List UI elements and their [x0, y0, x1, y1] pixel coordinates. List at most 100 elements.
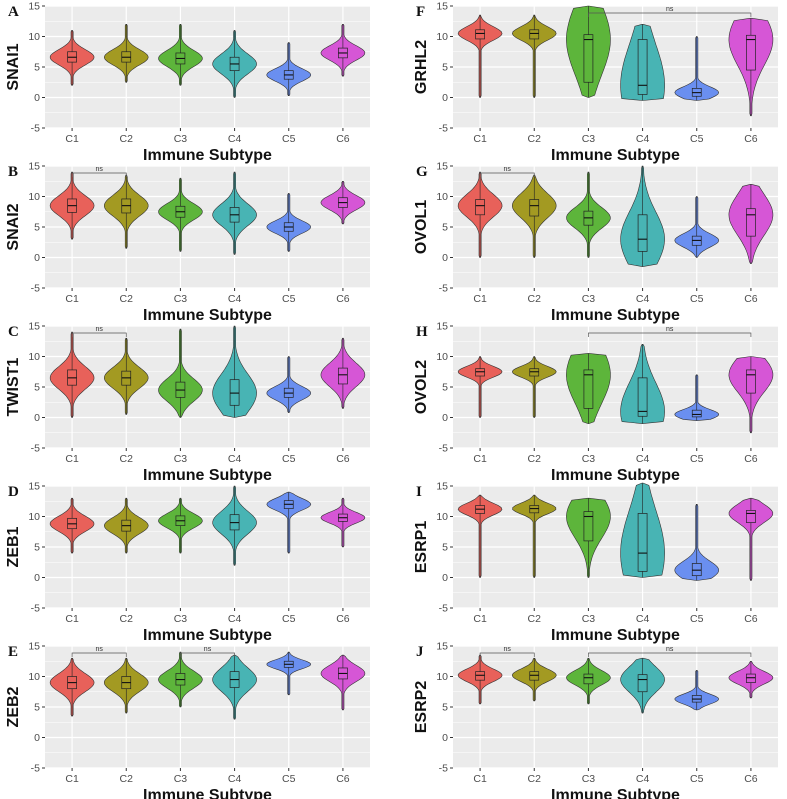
significance-bracket: [71, 652, 127, 657]
box-C3: [583, 34, 594, 83]
significance-label: ns: [666, 646, 674, 653]
significance-bracket: [71, 332, 127, 337]
panel-H: -5 0 5 10 15 C1 C2 C3 C4 C5 C6 ns H OVOL2 Immune Subty…: [413, 321, 778, 484]
y-axis-title: ZEB1: [5, 526, 22, 567]
x-tick-label: C1: [473, 613, 487, 625]
x-tick-label: C1: [473, 453, 487, 465]
x-tick-label: C1: [473, 773, 487, 785]
y-tick-label: 15: [436, 321, 448, 333]
x-tick-label: C4: [228, 773, 242, 785]
y-tick-label: 5: [34, 702, 40, 714]
x-tick-label: C1: [65, 133, 79, 145]
y-tick-label: 0: [34, 572, 40, 584]
significance-bracket: [588, 12, 752, 17]
significance-label: ns: [666, 6, 674, 13]
x-tick-label: C3: [174, 613, 188, 625]
y-axis-title: ESRP1: [413, 521, 430, 574]
y-tick-label: -5: [439, 763, 448, 775]
x-tick-label: C3: [174, 293, 188, 305]
significance-bracket: [588, 652, 752, 657]
panel-letter: J: [416, 644, 424, 660]
y-axis-title: GRHL2: [413, 40, 430, 94]
box-C1: [475, 671, 485, 681]
x-tick-label: C5: [690, 293, 704, 305]
x-axis-title: Immune Subtype: [143, 307, 272, 324]
y-tick-label: -5: [439, 603, 448, 615]
x-tick-label: C4: [636, 773, 650, 785]
significance-label: ns: [503, 166, 511, 173]
y-tick-label: 10: [436, 511, 448, 523]
x-tick-label: C4: [636, 293, 650, 305]
box-C2: [529, 29, 540, 40]
x-tick-label: C5: [282, 293, 296, 305]
y-tick-label: 5: [34, 222, 40, 234]
x-tick-label: C5: [282, 453, 296, 465]
x-tick-label: C3: [582, 773, 596, 785]
panel-B: -5 0 5 10 15 C1 C2 C3 C4 C5 C6 ns B SNAI2 Immune Subty…: [5, 161, 370, 324]
x-tick-label: C5: [282, 773, 296, 785]
x-tick-label: C1: [473, 293, 487, 305]
x-tick-label: C5: [282, 133, 296, 145]
y-tick-label: 10: [28, 511, 40, 523]
x-tick-label: C2: [120, 613, 134, 625]
y-tick-label: 5: [442, 542, 448, 554]
x-tick-label: C6: [744, 293, 758, 305]
y-tick-label: 15: [28, 161, 40, 173]
y-tick-label: 0: [34, 732, 40, 744]
panel-J: -5 0 5 10 15 C1 C2 C3 C4 C5 C6 ns ns J ESRP2 Immune Sub…: [413, 641, 778, 799]
y-tick-label: 0: [442, 572, 448, 584]
panel-A: -5 0 5 10 15 C1 C2 C3 C4 C5 C6 A SNAI1 Immune Subtype: [5, 1, 370, 164]
box-C4: [229, 379, 240, 406]
y-axis-title: ZEB2: [5, 686, 22, 727]
x-axis-title: Immune Subtype: [143, 627, 272, 644]
box-C5: [691, 409, 702, 418]
y-tick-label: 0: [442, 92, 448, 104]
x-tick-label: C1: [65, 453, 79, 465]
x-tick-label: C2: [120, 773, 134, 785]
y-tick-label: 15: [436, 1, 448, 13]
panel-I: -5 0 5 10 15 C1 C2 C3 C4 C5 C6 I ESRP1 Immune Subtype: [413, 481, 778, 644]
y-tick-label: 15: [436, 641, 448, 653]
y-tick-label: -5: [439, 123, 448, 135]
y-tick-label: 0: [34, 252, 40, 264]
y-tick-label: 10: [436, 671, 448, 683]
x-tick-label: C3: [174, 773, 188, 785]
significance-label: ns: [666, 326, 674, 333]
box-C1: [475, 199, 485, 216]
y-tick-label: 0: [442, 732, 448, 744]
y-tick-label: 0: [442, 252, 448, 264]
panel-F: -5 0 5 10 15 C1 C2 C3 C4 C5 C6 ns F GRHL2 Immune Subty…: [413, 1, 778, 164]
x-tick-label: C5: [690, 613, 704, 625]
x-tick-label: C3: [582, 293, 596, 305]
y-tick-label: 10: [28, 191, 40, 203]
box-C2: [529, 368, 540, 377]
x-tick-label: C3: [582, 453, 596, 465]
y-tick-label: -5: [31, 123, 40, 135]
y-tick-label: 10: [28, 31, 40, 43]
panel-letter: G: [416, 164, 428, 180]
significance-label: ns: [204, 646, 212, 653]
box-C6: [746, 369, 756, 394]
y-tick-label: 10: [436, 31, 448, 43]
y-axis-title: ESRP2: [413, 681, 430, 734]
box-C6: [746, 208, 756, 237]
y-tick-label: 10: [28, 671, 40, 683]
x-tick-label: C6: [744, 453, 758, 465]
significance-bracket: [479, 172, 535, 177]
x-tick-label: C6: [744, 613, 758, 625]
box-C1: [475, 368, 485, 377]
box-C2: [529, 671, 540, 681]
x-tick-label: C6: [336, 293, 350, 305]
y-tick-label: 15: [436, 161, 448, 173]
box-C3: [583, 369, 594, 409]
x-axis-title: Immune Subtype: [551, 627, 680, 644]
box-C4: [637, 513, 648, 572]
y-tick-label: 0: [34, 92, 40, 104]
x-axis-title: Immune Subtype: [551, 307, 680, 324]
x-tick-label: C1: [65, 773, 79, 785]
y-axis-title: OVOL1: [413, 200, 430, 254]
y-tick-label: 10: [28, 351, 40, 363]
y-tick-label: 0: [34, 412, 40, 424]
x-tick-label: C1: [473, 133, 487, 145]
y-tick-label: -5: [31, 603, 40, 615]
